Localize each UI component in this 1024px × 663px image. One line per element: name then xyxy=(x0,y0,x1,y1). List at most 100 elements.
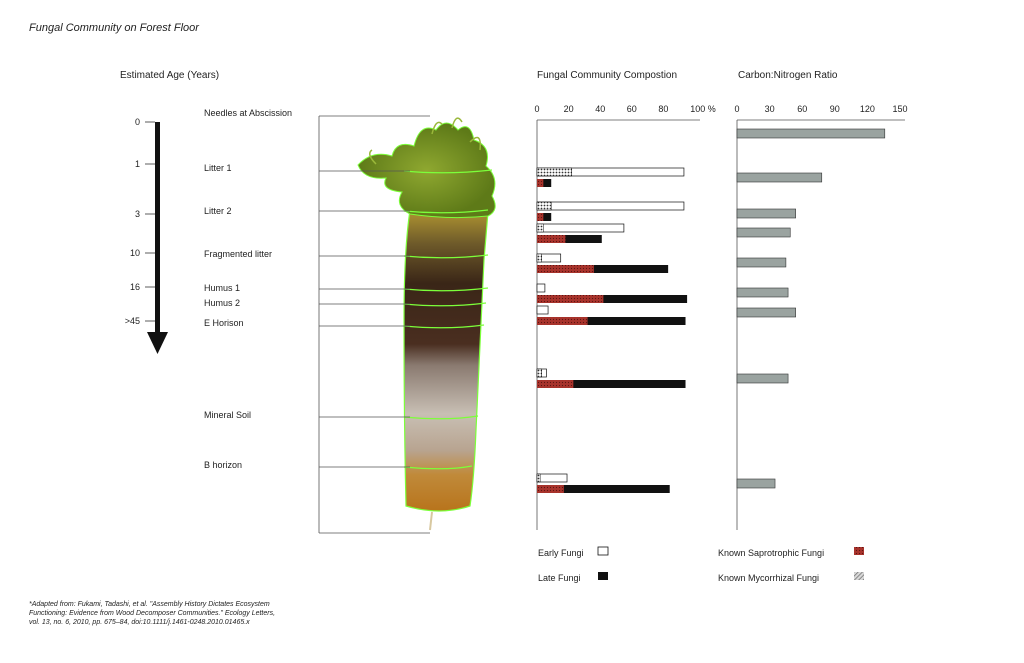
core-band-line xyxy=(403,415,479,420)
footnote-line-2: Functioning: Evidence from Wood Decompos… xyxy=(29,610,276,617)
cn-ratio-bar xyxy=(736,307,796,318)
age-axis xyxy=(147,122,168,354)
footnote-line-3: vol. 13, no. 6, 2010, pp. 675–84, doi:10… xyxy=(29,619,250,626)
early-fungi-bar xyxy=(536,283,546,293)
layer-label: Humus 2 xyxy=(204,298,240,308)
saprotrophic-fungi-bar xyxy=(537,265,594,273)
age-tick-label: 0 xyxy=(135,117,140,127)
legend-mycorrhizal-swatch xyxy=(854,572,864,580)
late-fungi-bar xyxy=(537,485,670,493)
composition-tick-label: 20 xyxy=(564,104,574,114)
late-fungi-bar xyxy=(537,179,552,187)
cn-bar-group xyxy=(736,128,886,489)
saprotrophic-fungi-bar xyxy=(537,380,574,388)
layer-label: Needles at Abscission xyxy=(204,108,292,118)
layer-leader-group xyxy=(319,170,410,468)
legend-late-label: Late Fungi xyxy=(538,573,581,583)
cn-ratio-bar xyxy=(736,257,787,268)
early-fungi-bar xyxy=(536,305,549,315)
age-tick-label: 1 xyxy=(135,159,140,169)
core-band-line xyxy=(403,254,489,259)
cn-ratio-bar xyxy=(736,208,796,219)
legend-late-swatch xyxy=(598,572,608,580)
core-band-line xyxy=(403,302,487,307)
cn-ratio-bar xyxy=(736,373,789,384)
age-tick-label: 3 xyxy=(135,209,140,219)
layer-label: Litter 1 xyxy=(204,163,232,173)
early-fungi-bar xyxy=(536,201,685,211)
age-tick-label: 16 xyxy=(130,282,140,292)
cn-ratio-bar xyxy=(736,478,776,489)
legend-mycorrhizal-label: Known Mycorrhizal Fungi xyxy=(718,573,819,583)
early-fungi-bar xyxy=(536,473,568,483)
layer-label: Humus 1 xyxy=(204,283,240,293)
core-band-group xyxy=(403,169,493,470)
core-band-line xyxy=(403,287,489,292)
core-band-line xyxy=(403,324,485,329)
saprotrophic-fungi-bar xyxy=(537,317,588,325)
layer-label: B horizon xyxy=(204,460,242,470)
composition-chart-title: Fungal Community Compostion xyxy=(537,70,678,81)
footnote-line-1: *Adapted from: Fukami, Tadashi, et al. "… xyxy=(29,601,270,608)
mycorrhizal-fungi-bar xyxy=(536,253,542,263)
layer-label-group: Needles at Abscission Litter 1 Litter 2 Fra… xyxy=(204,108,292,470)
legend-early-label: Early Fungi xyxy=(538,548,584,558)
moss-top xyxy=(357,122,496,219)
late-fungi-bar xyxy=(537,295,688,303)
mycorrhizal-fungi-bar xyxy=(536,473,541,483)
mycorrhizal-fungi-bar xyxy=(536,223,544,233)
cn-tick-label: 120 xyxy=(860,104,875,114)
late-fungi-bar xyxy=(537,380,686,388)
layer-label: Litter 2 xyxy=(204,206,232,216)
composition-tick-group: 0 20 40 60 80 100 % xyxy=(534,104,715,114)
core-body xyxy=(403,206,489,512)
core-band-line xyxy=(403,465,473,470)
layer-label: Fragmented litter xyxy=(204,249,272,259)
citation-footnote: *Adapted from: Fukami, Tadashi, et al. "… xyxy=(29,600,369,627)
age-arrow-head xyxy=(147,332,168,354)
cn-tick-label: 60 xyxy=(797,104,807,114)
core-band-line xyxy=(403,169,493,174)
saprotrophic-fungi-bar xyxy=(537,213,544,221)
cn-ratio-bar xyxy=(736,128,886,139)
early-fungi-bar xyxy=(536,223,625,233)
core-band-line xyxy=(403,209,489,214)
composition-bar-group xyxy=(536,167,688,493)
soil-core xyxy=(318,115,496,534)
composition-tick-label: 80 xyxy=(658,104,668,114)
saprotrophic-fungi-bar xyxy=(537,295,604,303)
layer-label: Mineral Soil xyxy=(204,410,251,420)
late-fungi-bar xyxy=(537,317,686,325)
composition-tick-label: 60 xyxy=(627,104,637,114)
cn-ratio-bar xyxy=(736,287,789,298)
cn-tick-label: 150 xyxy=(892,104,907,114)
composition-tick-label: 100 % xyxy=(690,104,716,114)
saprotrophic-fungi-bar xyxy=(537,235,566,243)
cn-chart-title: Carbon:Nitrogen Ratio xyxy=(738,70,838,81)
saprotrophic-fungi-bar xyxy=(537,179,544,187)
legend-early-swatch xyxy=(597,546,609,556)
composition-tick-label: 0 xyxy=(534,104,539,114)
late-fungi-bar xyxy=(537,265,669,273)
layer-label: E Horison xyxy=(204,318,244,328)
legend-saprotrophic-swatch xyxy=(854,547,864,555)
core-root xyxy=(429,511,433,531)
age-tick-label: >45 xyxy=(125,316,140,326)
age-tick-group: 0 1 3 10 16 >45 xyxy=(125,117,155,326)
mycorrhizal-fungi-bar xyxy=(536,201,552,211)
cn-tick-label: 90 xyxy=(830,104,840,114)
age-tick-label: 10 xyxy=(130,248,140,258)
age-axis-title: Estimated Age (Years) xyxy=(120,70,220,81)
age-arrow-shaft xyxy=(155,122,160,335)
cn-ratio-bar xyxy=(736,227,791,238)
cn-tick-group: 0 30 60 90 120 150 xyxy=(734,104,907,114)
late-fungi-bar xyxy=(537,213,552,221)
mycorrhizal-fungi-bar xyxy=(536,368,542,378)
legend-saprotrophic-label: Known Saprotrophic Fungi xyxy=(718,548,824,558)
saprotrophic-fungi-bar xyxy=(537,485,564,493)
cn-tick-label: 30 xyxy=(765,104,775,114)
cn-axis xyxy=(736,119,905,530)
cn-tick-label: 0 xyxy=(734,104,739,114)
cn-ratio-bar xyxy=(736,172,823,183)
